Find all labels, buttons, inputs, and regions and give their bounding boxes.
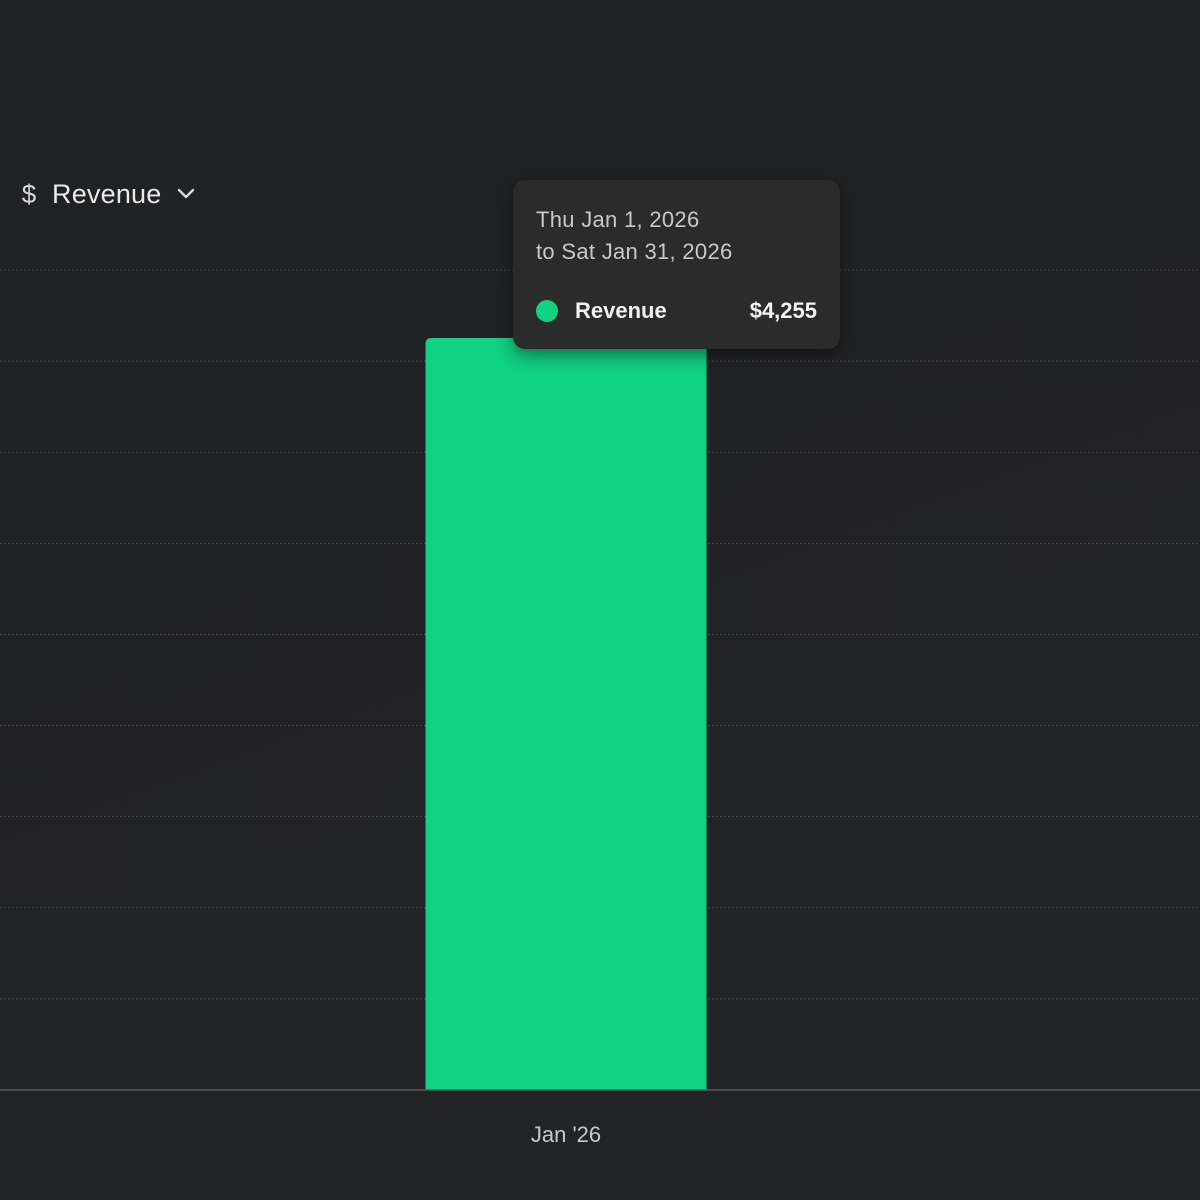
chart-tooltip: Thu Jan 1, 2026 to Sat Jan 31, 2026 Reve…: [513, 180, 840, 349]
metric-dropdown[interactable]: $ Revenue: [20, 172, 195, 216]
tooltip-date-start: Thu Jan 1, 2026: [536, 207, 700, 232]
tooltip-series-name: Revenue: [575, 298, 667, 323]
dollar-icon: $: [21, 178, 37, 209]
bar-jan-26[interactable]: [425, 338, 707, 1090]
tooltip-date-end: to Sat Jan 31, 2026: [536, 239, 733, 264]
tooltip-value: $4,255: [749, 298, 817, 323]
x-tick-label: Jan '26: [530, 1122, 602, 1147]
bars: [425, 338, 707, 1090]
chevron-down-icon: [177, 188, 195, 200]
metric-label: Revenue: [52, 178, 162, 209]
series-color-dot: [536, 300, 558, 322]
tooltip-series-row: Revenue $4,255: [536, 298, 817, 324]
